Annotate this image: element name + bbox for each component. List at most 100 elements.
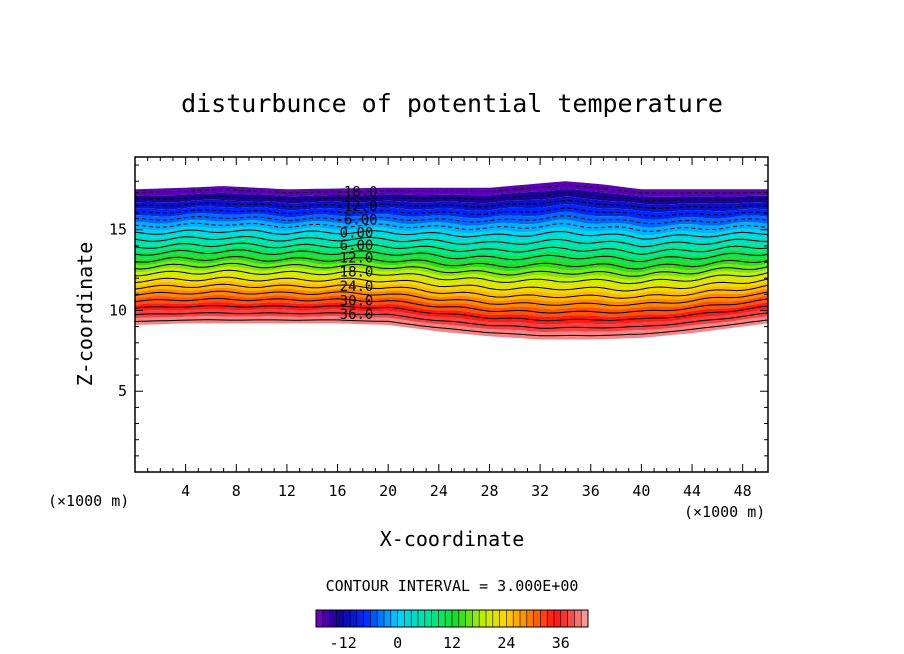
contour-label: 0.00 (340, 226, 374, 242)
contour-line (135, 269, 768, 285)
contour-line (135, 249, 768, 263)
contour-line (135, 222, 768, 232)
colorbar-cell (472, 610, 480, 627)
colorbar-cell (438, 610, 446, 627)
contour-band (135, 316, 768, 340)
x-tick-label: 44 (683, 482, 701, 500)
colorbar-tick-label: 24 (497, 634, 515, 652)
colorbar-cell (479, 610, 487, 627)
colorbar-cell (356, 610, 364, 627)
colorbar-cell (574, 610, 582, 627)
y-axis-label: Z-coordinate (73, 242, 97, 387)
x-tick-label: 48 (734, 482, 752, 500)
colorbar-cell (424, 610, 432, 627)
colorbar-cell (316, 610, 324, 627)
x-tick-label: 16 (329, 482, 347, 500)
contour-line (135, 305, 768, 322)
colorbar (315, 609, 589, 628)
colorbar-cell (445, 610, 453, 627)
contour-band (135, 196, 768, 213)
colorbar-cell (377, 610, 385, 627)
y-tick-label: 10 (109, 301, 127, 319)
colorbar-frame (315, 609, 589, 628)
colorbar-cell (329, 610, 337, 627)
x-unit-label-left: (×1000 m) (48, 492, 129, 510)
contour-label: -6.00 (335, 213, 377, 229)
colorbar-cell (486, 610, 494, 627)
contour-line (135, 319, 768, 337)
contour-line (135, 290, 768, 307)
contour-label: 30.0 (340, 294, 374, 310)
axis-ticks (135, 157, 768, 472)
contour-label: 24.0 (340, 279, 374, 295)
contour-label: -12.0 (335, 199, 377, 215)
chart-title: disturbunce of potential temperature (181, 89, 723, 118)
contour-line (135, 262, 768, 277)
contour-line (135, 199, 768, 209)
x-tick-label: 32 (531, 482, 549, 500)
contour-label: 36.0 (340, 307, 374, 323)
x-tick-label: 8 (232, 482, 241, 500)
contour-interval-text: CONTOUR INTERVAL = 3.000E+00 (326, 577, 579, 595)
contour-line (135, 215, 768, 225)
y-tick-label: 15 (109, 221, 127, 239)
contour-line (135, 207, 768, 217)
colorbar-cell (363, 610, 371, 627)
contour-label: 18.0 (340, 264, 374, 280)
colorbar-cell (554, 610, 562, 627)
contour-band (135, 302, 768, 325)
colorbar-cell (533, 610, 541, 627)
colorbar-cell (567, 610, 575, 627)
y-tick-label: 5 (118, 382, 127, 400)
colorbar-cell (458, 610, 466, 627)
contour-line (135, 312, 768, 329)
contour-band (135, 239, 768, 259)
colorbar-cell (411, 610, 419, 627)
contour-band (135, 181, 768, 197)
contour-band (135, 246, 768, 266)
colorbar-cell (560, 610, 568, 627)
colorbar-tick-label: 0 (393, 634, 402, 652)
colorbar-cell (499, 610, 507, 627)
colorbar-cell (418, 610, 426, 627)
colorbar-cell (513, 610, 521, 627)
x-tick-labels: 4 8 12 16 20 24 28 32 36 40 44 48 (181, 482, 752, 500)
colorbar-cell (384, 610, 392, 627)
contour-line (135, 236, 768, 248)
contour-label: 12.0 (340, 251, 374, 267)
contour-line (135, 297, 768, 314)
contour-line (135, 192, 768, 202)
colorbar-cell (397, 610, 405, 627)
colorbar-cell (452, 610, 460, 627)
contour-line (135, 184, 768, 194)
colorbar-cell (404, 610, 412, 627)
colorbar-cell (322, 610, 330, 627)
x-tick-label: 36 (582, 482, 600, 500)
contour-labels: -18.0-12.0-6.000.006.0012.018.024.030.03… (335, 185, 377, 324)
contour-band (135, 266, 768, 288)
x-unit-label-right: (×1000 m) (684, 503, 765, 521)
x-tick-label: 24 (430, 482, 448, 500)
colorbar-cell (506, 610, 514, 627)
y-tick-labels: 5 10 15 (109, 221, 127, 401)
x-tick-label: 12 (278, 482, 296, 500)
x-axis-label: X-coordinate (380, 527, 525, 551)
x-tick-label: 20 (379, 482, 397, 500)
colorbar-cell (343, 610, 351, 627)
x-tick-label: 28 (480, 482, 498, 500)
contour-line (135, 229, 768, 240)
colorbar-cell (390, 610, 398, 627)
x-tick-label: 4 (181, 482, 190, 500)
colorbar-cell (540, 610, 548, 627)
colorbar-cell (465, 610, 473, 627)
colorbar-tick-labels: -12 0 12 24 36 (330, 634, 570, 652)
colorbar-cell (350, 610, 358, 627)
contour-line (135, 242, 768, 255)
colorbar-cell (492, 610, 500, 627)
colorbar-cell (547, 610, 555, 627)
contour-line (135, 283, 768, 299)
contour-band (135, 189, 768, 205)
colorbar-tick-label: -12 (330, 634, 357, 652)
colorbar-cell (581, 610, 589, 627)
